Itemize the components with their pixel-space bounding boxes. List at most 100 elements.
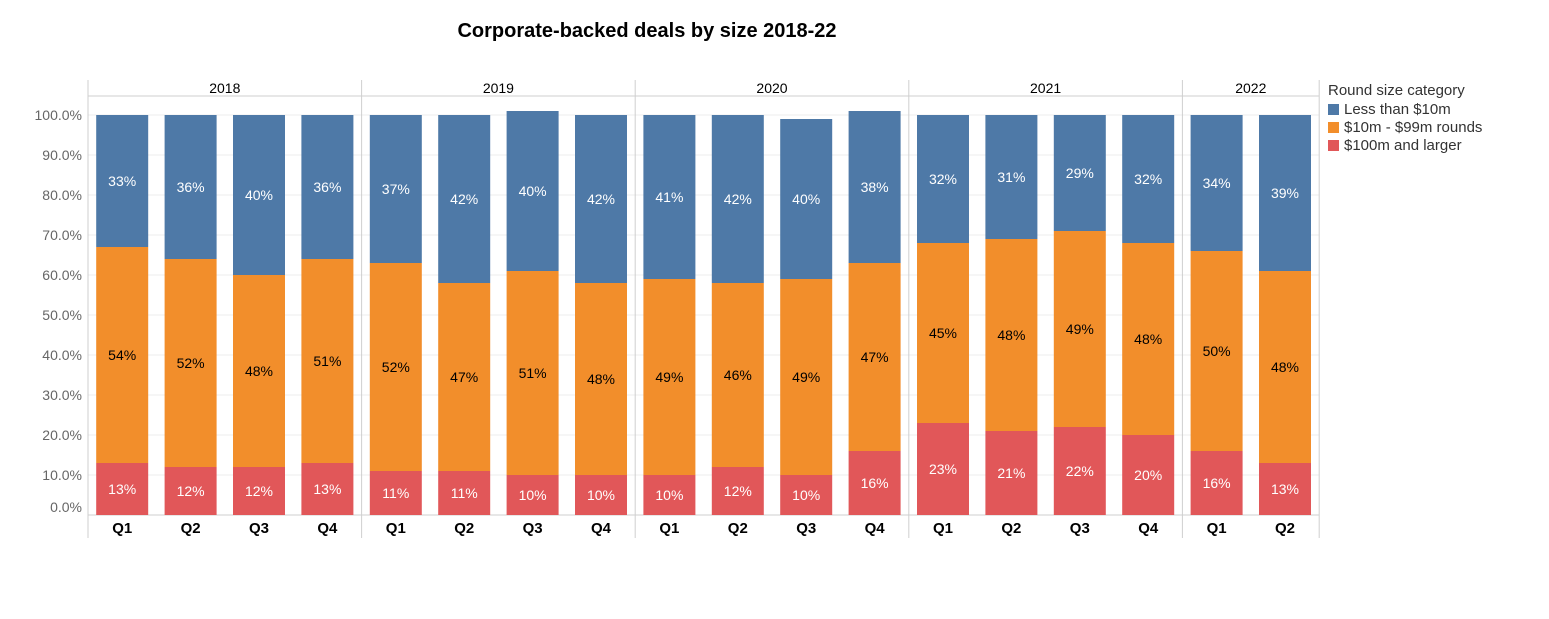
bar-segment (711, 283, 764, 467)
bar-segment (780, 119, 833, 279)
bar-value-label: 42% (587, 191, 615, 207)
bar-segment (506, 111, 559, 271)
quarter-label: Q1 (112, 520, 132, 537)
y-tick-label: 40.0% (42, 347, 82, 363)
bar-value-label: 45% (929, 325, 957, 341)
bar-segment (1190, 115, 1243, 251)
bar-segment (164, 259, 217, 467)
bar-segment (917, 243, 969, 423)
bar-value-label: 10% (792, 487, 820, 503)
bar-segment (711, 467, 764, 515)
chart-title: Corporate-backed deals by size 2018-22 (457, 20, 837, 42)
bar-segment (848, 263, 901, 451)
legend-title: Round size category (1328, 82, 1465, 99)
bar-value-label: 50% (1203, 343, 1231, 359)
bar-segment (301, 259, 354, 463)
y-tick-label: 0.0% (50, 499, 82, 515)
bar-value-label: 21% (997, 465, 1025, 481)
bar-value-label: 16% (861, 475, 889, 491)
bar-segment (848, 111, 901, 263)
bar-value-label: 52% (177, 355, 205, 371)
bar-segment (643, 115, 696, 279)
legend-item: $10m - $99m rounds (1328, 118, 1482, 136)
bar-segment (575, 115, 627, 283)
bar-value-label: 40% (792, 191, 820, 207)
year-label: 2021 (1030, 80, 1061, 96)
bar-value-label: 49% (1066, 321, 1094, 337)
quarter-label: Q4 (865, 520, 886, 537)
bar-segment (917, 115, 969, 243)
bar-segment (1053, 115, 1106, 231)
bar-segment (96, 247, 149, 463)
bar-value-label: 32% (929, 171, 957, 187)
bar-value-label: 48% (587, 371, 615, 387)
bar-segment (506, 271, 559, 475)
legend-label: $100m and larger (1344, 136, 1462, 154)
bar-value-label: 12% (724, 483, 752, 499)
bar-value-label: 10% (655, 487, 683, 503)
bar-value-label: 46% (724, 367, 752, 383)
legend: Round size category Less than $10m $10m -… (1328, 82, 1482, 154)
bar-segment (506, 475, 559, 515)
bar-value-label: 37% (382, 181, 410, 197)
bar-segment (164, 467, 217, 515)
legend-swatch (1328, 139, 1339, 151)
bar-segment (369, 115, 422, 263)
bar-segment (438, 471, 491, 515)
year-label: 2019 (483, 80, 514, 96)
bar-value-label: 10% (587, 487, 615, 503)
bar-segment (985, 431, 1038, 515)
bar-segment (369, 263, 422, 471)
bar-segment (1259, 463, 1311, 515)
bar-segment (96, 463, 149, 515)
bar-segment (1190, 251, 1243, 451)
bar-segment (301, 463, 354, 515)
y-tick-label: 30.0% (42, 387, 82, 403)
bar-value-label: 47% (861, 349, 889, 365)
bar-segment (917, 423, 969, 515)
quarter-label: Q3 (1070, 520, 1090, 537)
quarter-label: Q1 (933, 520, 953, 537)
bar-value-label: 48% (1134, 331, 1162, 347)
y-tick-label: 70.0% (42, 227, 82, 243)
legend-label: $10m - $99m rounds (1344, 118, 1483, 136)
legend-items: Less than $10m $10m - $99m rounds $100m an… (1328, 100, 1482, 154)
bar-segment (369, 471, 422, 515)
legend-swatch (1328, 121, 1339, 133)
year-label: 2020 (756, 80, 787, 96)
bar-value-label: 32% (1134, 171, 1162, 187)
y-tick-label: 60.0% (42, 267, 82, 283)
bar-segment (1053, 231, 1106, 427)
bar-value-label: 22% (1066, 463, 1094, 479)
bar-value-label: 47% (450, 369, 478, 385)
quarter-label: Q2 (1275, 520, 1295, 537)
bar-segment (233, 115, 285, 275)
bar-value-label: 54% (108, 347, 136, 363)
bar-value-label: 51% (313, 353, 341, 369)
bar-segment (438, 115, 491, 283)
bar-value-label: 12% (177, 483, 205, 499)
bar-segment (985, 239, 1038, 431)
bar-segment (780, 475, 833, 515)
quarter-label: Q3 (796, 520, 816, 537)
year-label: 2018 (209, 80, 240, 96)
bar-value-label: 48% (997, 327, 1025, 343)
quarter-label: Q2 (181, 520, 201, 537)
bar-value-label: 42% (724, 191, 752, 207)
bar-segment (1122, 243, 1175, 435)
bar-segment (233, 467, 285, 515)
bar-segment (711, 115, 764, 283)
bar-value-label: 13% (313, 481, 341, 497)
bar-segment (1259, 115, 1311, 271)
bar-segment (96, 115, 149, 247)
bar-value-label: 41% (655, 189, 683, 205)
bar-value-label: 40% (245, 187, 273, 203)
bar-value-label: 16% (1203, 475, 1231, 491)
bar-value-label: 51% (519, 365, 547, 381)
legend-item: Less than $10m (1328, 100, 1482, 118)
bar-segment (643, 475, 696, 515)
bar-segment (233, 275, 285, 467)
bar-segment (1190, 451, 1243, 515)
bar-value-label: 48% (1271, 359, 1299, 375)
